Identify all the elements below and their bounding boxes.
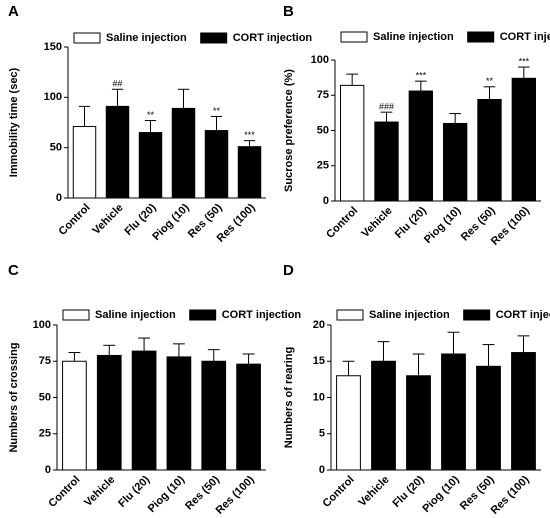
significance: *** [244, 130, 255, 140]
bar [236, 363, 261, 471]
significance: ** [486, 76, 494, 86]
panel-label: D [283, 262, 294, 279]
legend-swatch [336, 309, 364, 321]
y-tick-label: 10 [313, 391, 325, 403]
panel-label: B [283, 3, 294, 20]
bar [511, 77, 537, 202]
x-tick-label: Control [57, 202, 93, 238]
x-tick-label: Control [46, 474, 82, 510]
x-tick-label: Vehicle [90, 202, 125, 237]
panel: A Immobility time (sec) 0 50 100 150 Control ##… [8, 3, 313, 245]
x-tick-label: Vehicle [356, 474, 391, 509]
legend-label: Saline injection [373, 31, 454, 43]
legend-swatch [463, 309, 491, 321]
bar [237, 146, 262, 199]
y-tick-label: 75 [39, 355, 51, 367]
bar [105, 105, 130, 199]
y-tick-label: 0 [319, 464, 325, 476]
significance: ** [147, 110, 155, 120]
y-tick-label: 75 [317, 89, 329, 101]
bar [62, 360, 87, 471]
bar [477, 98, 502, 202]
bar [96, 354, 122, 471]
y-tick-label: 25 [39, 428, 51, 440]
significance: ## [112, 79, 122, 89]
bar [441, 353, 466, 471]
y-axis-label: Immobility time (sec) [8, 67, 20, 177]
y-tick-label: 100 [44, 91, 62, 103]
legend-label: CORT injection [500, 31, 550, 43]
legend-label: CORT injection [496, 309, 550, 321]
bar [336, 375, 361, 471]
x-tick-label: Piog (10) [420, 473, 462, 515]
x-tick-label: Res (100) [214, 473, 257, 516]
legend-swatch [189, 309, 217, 321]
legend-label: CORT injection [233, 32, 313, 44]
bar [476, 365, 501, 471]
panel-label: A [8, 3, 19, 20]
x-tick-label: Control [324, 205, 360, 241]
y-tick-label: 50 [50, 142, 62, 154]
y-tick-label: 0 [323, 195, 329, 207]
x-tick-label: Res (100) [489, 473, 532, 516]
y-tick-label: 15 [313, 355, 325, 367]
y-axis-label: Numbers of rearing [283, 347, 295, 448]
x-tick-label: Piog (10) [422, 204, 464, 246]
y-tick-label: 0 [56, 192, 62, 204]
y-tick-label: 50 [39, 391, 51, 403]
y-tick-label: 0 [45, 464, 51, 476]
x-tick-label: Piog (10) [146, 473, 188, 515]
y-tick-label: 50 [317, 124, 329, 136]
y-tick-label: 150 [44, 41, 62, 53]
legend-label: Saline injection [106, 32, 187, 44]
bar [371, 360, 396, 471]
bar [72, 126, 97, 199]
y-tick-label: 100 [311, 54, 329, 66]
bar [406, 375, 431, 471]
legend-label: Saline injection [95, 309, 176, 321]
bar [201, 360, 227, 471]
panel: B Sucrose preference (%) 0 25 50 75 100 Control… [283, 3, 550, 248]
bar [131, 350, 157, 471]
panel-label: C [8, 262, 19, 279]
legend-swatch [200, 32, 228, 44]
legend-swatch [467, 31, 495, 43]
legend-swatch [62, 309, 90, 321]
bar [442, 122, 468, 202]
y-tick-label: 100 [33, 319, 51, 331]
bar [171, 107, 196, 199]
significance: *** [519, 56, 530, 66]
legend-swatch [73, 32, 101, 44]
legend-label: Saline injection [369, 309, 450, 321]
x-tick-label: Vehicle [359, 205, 394, 240]
y-tick-label: 25 [317, 160, 329, 172]
bar [339, 84, 365, 202]
bar [408, 90, 434, 202]
panel: D Numbers of rearing 0 5 10 15 20 Control Vehicl… [283, 262, 550, 517]
x-tick-label: Vehicle [82, 474, 117, 509]
x-tick-label: Control [321, 474, 357, 510]
bar [374, 121, 399, 202]
significance: ### [379, 102, 394, 112]
legend-label: CORT injection [222, 309, 302, 321]
bar [138, 132, 163, 199]
significance: *** [416, 71, 427, 81]
panel: C Numbers of crossing 0 25 50 75 100 Control Veh… [8, 262, 302, 517]
bar [166, 356, 192, 471]
legend-swatch [340, 31, 368, 43]
y-tick-label: 20 [313, 319, 325, 331]
significance: ** [213, 106, 221, 116]
bar [204, 130, 229, 199]
y-axis-label: Numbers of crossing [8, 342, 20, 452]
bar [511, 352, 536, 471]
y-tick-label: 5 [319, 428, 325, 440]
x-tick-label: Piog (10) [150, 201, 192, 243]
y-axis-label: Sucrose preference (%) [283, 69, 295, 192]
